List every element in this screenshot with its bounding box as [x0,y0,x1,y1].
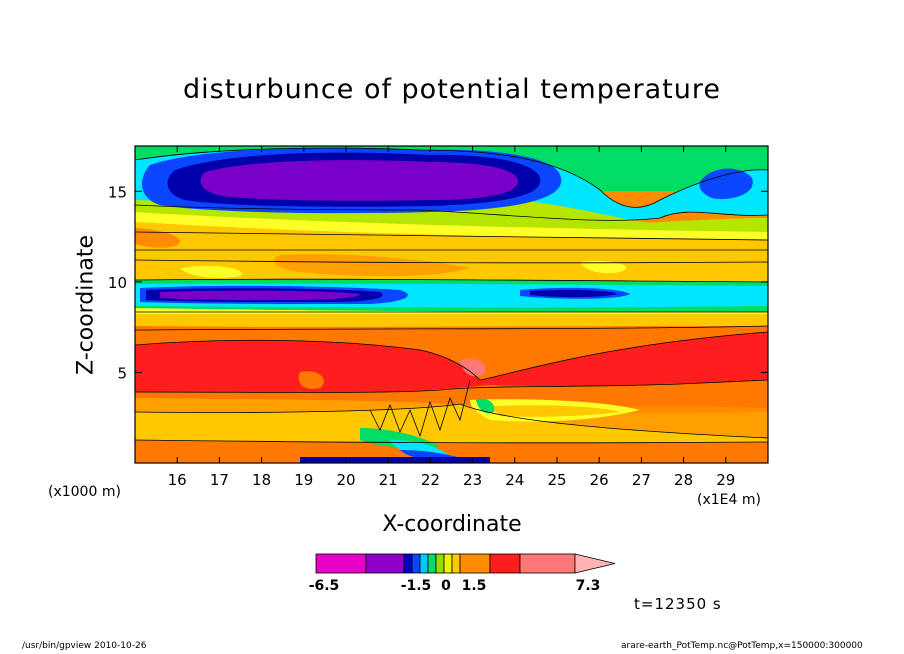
colorbar-label-zero: 0 [441,578,451,594]
y-tick-label-15: 15 [108,183,127,201]
colorbar-swatch-3 [411,553,421,574]
band-surface-green-patch [360,428,440,448]
band-yellow-patch-right [580,260,627,274]
y-tick-labels: 5 10 15 [108,183,127,382]
x-tick-label-20: 20 [336,471,355,489]
colorbar-swatch-8 [451,553,461,574]
x-tick-label-16: 16 [168,471,187,489]
band-upper-purple [200,160,519,201]
band-green-spot [476,398,495,414]
x-tick-label-17: 17 [210,471,229,489]
colorbar-swatch-0 [315,553,367,574]
colorbar-label-min: -6.5 [308,578,340,594]
band-upper-gold [135,222,768,292]
y-tick-marks [135,190,768,373]
x-tick-label-19: 19 [294,471,313,489]
colorbar-label-pos: 1.5 [461,578,487,594]
band-bottom-gold-inner [490,405,620,417]
x-tick-labels: 16 17 18 19 20 21 22 23 24 25 26 27 28 29 [168,471,736,489]
colorbar-swatch-5 [427,553,437,574]
time-label: t=12350 s [634,595,722,613]
x-tick-label-26: 26 [590,471,609,489]
y-axis-label: Z-coordinate [73,235,99,375]
x-tick-label-21: 21 [379,471,398,489]
band-surface-navy [300,457,490,463]
colorbar-swatch-1 [365,553,405,574]
colorbar-swatch-11 [519,553,576,574]
colorbar-swatch-9 [459,553,491,574]
x-unit-left: (x1000 m) [48,484,121,500]
footer-right: arare-earth_PotTemp.nc@PotTemp,x=150000:… [621,641,863,651]
colorbar-swatch-2 [403,553,413,574]
band-yellow-patch [180,265,242,278]
band-upper-right-blue [699,168,753,200]
x-tick-label-24: 24 [505,471,524,489]
band-red-inner-orange [298,371,324,390]
x-unit-right: (x1E4 m) [697,492,761,508]
band-mid-orange-patch [274,254,470,277]
x-tick-label-25: 25 [547,471,566,489]
plot-frame [134,145,769,464]
x-tick-label-27: 27 [632,471,651,489]
band-upper-orange-patch [135,228,181,248]
y-tick-label-10: 10 [108,274,127,292]
chart-title: disturbunce of potential temperature [183,74,721,105]
x-axis-label: X-coordinate [382,512,522,537]
footer-left: /usr/bin/gpview 2010-10-26 [22,641,147,651]
colorbar [315,553,616,574]
colorbar-swatch-4 [419,553,429,574]
x-tick-label-28: 28 [674,471,693,489]
band-surface-cyan-patch [390,440,450,457]
colorbar-swatch-7 [443,553,453,574]
colorbar-label-neg: -1.5 [400,578,432,594]
x-tick-label-18: 18 [252,471,271,489]
x-tick-label-23: 23 [463,471,482,489]
band-lower-red [135,332,768,393]
colorbar-swatch-6 [435,553,445,574]
band-tropopause-navy-right [530,290,618,298]
colorbar-swatch-10 [489,553,521,574]
band-lower-gold [135,314,768,330]
x-tick-label-29: 29 [716,471,735,489]
band-tropopause-purple [160,290,360,300]
x-tick-label-22: 22 [421,471,440,489]
colorbar-label-max: 7.3 [575,578,601,594]
x-tick-marks [176,146,727,463]
y-tick-label-5: 5 [117,364,127,382]
band-pink-patch [460,358,486,377]
colorbar-arrow [574,553,616,574]
band-surface-orange [135,440,768,463]
